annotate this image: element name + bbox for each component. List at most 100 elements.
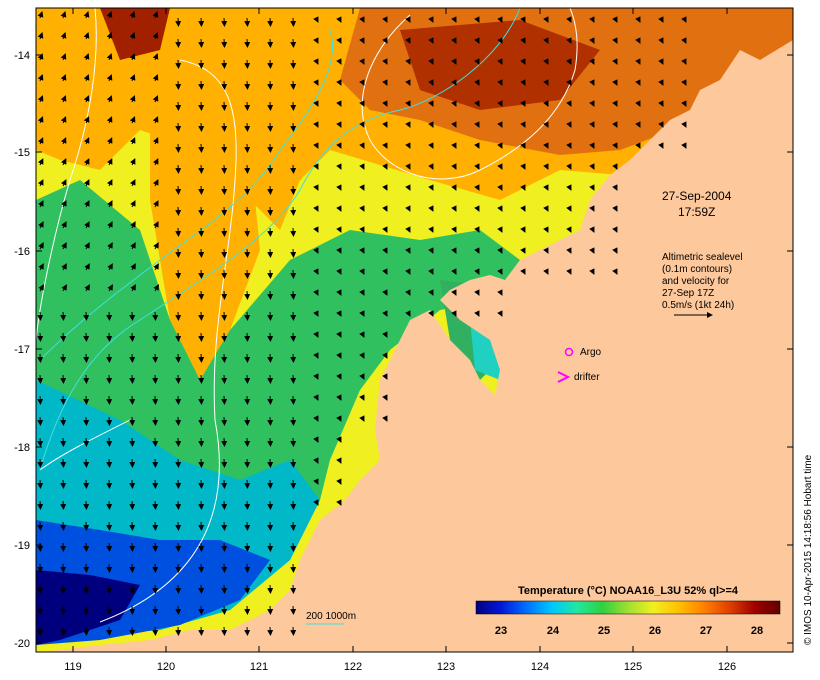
- velocity-arrow: [658, 121, 664, 128]
- velocity-arrow: [290, 185, 297, 195]
- velocity-arrow: [359, 415, 365, 422]
- velocity-arrow: [198, 605, 205, 615]
- velocity-arrow: [153, 242, 159, 250]
- velocity-arrow: [267, 521, 274, 531]
- velocity-arrow: [336, 478, 342, 485]
- velocity-arrow: [106, 437, 113, 447]
- velocity-arrow: [198, 269, 205, 279]
- velocity-arrow: [359, 37, 365, 44]
- velocity-arrow: [221, 479, 228, 489]
- velocity-arrow: [313, 289, 319, 296]
- velocity-arrow: [359, 121, 365, 128]
- velocity-arrow: [313, 478, 319, 485]
- velocity-arrow: [37, 158, 44, 166]
- velocity-arrow: [221, 17, 228, 27]
- velocity-arrow: [106, 479, 113, 489]
- velocity-arrow: [107, 179, 113, 187]
- velocity-arrow: [359, 268, 365, 275]
- velocity-arrow: [520, 142, 526, 149]
- velocity-arrow: [359, 310, 365, 317]
- velocity-arrow: [153, 179, 159, 187]
- velocity-arrow: [451, 247, 457, 254]
- velocity-arrow: [451, 310, 457, 317]
- velocity-arrow: [543, 247, 549, 254]
- velocity-arrow: [543, 16, 549, 23]
- velocity-arrow: [198, 437, 205, 447]
- velocity-arrow: [451, 205, 457, 212]
- velocity-arrow: [198, 479, 205, 489]
- velocity-arrow: [129, 374, 136, 384]
- velocity-arrow: [405, 100, 411, 107]
- contour-line: [361, 8, 578, 180]
- velocity-arrow: [566, 247, 572, 254]
- velocity-arrow: [221, 80, 228, 90]
- velocity-arrow: [175, 395, 182, 405]
- velocity-arrow: [313, 352, 319, 359]
- velocity-arrow: [290, 458, 297, 468]
- velocity-arrow: [658, 79, 664, 86]
- map-area: [36, 8, 793, 652]
- velocity-arrow: [83, 458, 90, 468]
- velocity-arrow: [129, 53, 136, 61]
- velocity-arrow: [451, 58, 457, 65]
- velocity-arrow: [130, 242, 136, 250]
- velocity-arrow: [175, 437, 182, 447]
- velocity-arrow: [313, 394, 319, 401]
- velocity-arrow: [290, 584, 297, 594]
- velocity-arrow: [336, 247, 342, 254]
- velocity-arrow: [428, 247, 434, 254]
- velocity-arrow: [129, 626, 136, 636]
- velocity-arrow: [428, 142, 434, 149]
- velocity-arrow: [38, 179, 44, 187]
- lon-tick-label: 120: [157, 661, 175, 673]
- argo-label: Argo: [580, 347, 602, 358]
- velocity-arrow: [198, 248, 205, 258]
- velocity-arrow: [198, 458, 205, 468]
- velocity-arrow: [244, 269, 251, 279]
- velocity-arrow: [244, 437, 251, 447]
- velocity-arrow: [612, 142, 618, 149]
- timestamp: 27-Sep-2004 17:59Z: [662, 189, 732, 219]
- velocity-arrow: [290, 59, 297, 69]
- lat-tick-label: -18: [14, 442, 30, 454]
- velocity-arrow: [60, 137, 67, 145]
- velocity-arrow: [382, 142, 388, 149]
- velocity-arrow: [38, 242, 44, 250]
- velocity-arrow: [129, 74, 136, 82]
- velocity-arrow: [359, 352, 365, 359]
- velocity-arrow: [221, 311, 228, 321]
- velocity-arrow: [428, 289, 434, 296]
- map-frame: [35, 7, 794, 653]
- velocity-arrow: [520, 247, 526, 254]
- velocity-arrow: [497, 58, 503, 65]
- velocity-arrow: [221, 521, 228, 531]
- velocity-arrow: [83, 626, 90, 636]
- velocity-arrow: [152, 53, 159, 61]
- velocity-arrow: [336, 37, 342, 44]
- velocity-arrow: [635, 142, 641, 149]
- velocity-arrow: [612, 121, 618, 128]
- velocity-arrow: [37, 605, 44, 615]
- velocity-arrow: [244, 101, 251, 111]
- velocity-arrow: [566, 121, 572, 128]
- velocity-arrow: [313, 184, 319, 191]
- velocity-arrow: [543, 121, 549, 128]
- velocity-arrow: [566, 184, 572, 191]
- velocity-arrow: [129, 353, 136, 363]
- velocity-arrow: [175, 458, 182, 468]
- velocity-arrow: [37, 500, 44, 510]
- velocity-arrow: [451, 163, 457, 170]
- velocity-arrow: [37, 11, 44, 19]
- colorbar-tick-label: 23: [495, 625, 507, 637]
- velocity-arrow: [290, 416, 297, 426]
- velocity-arrow: [681, 121, 687, 128]
- velocity-arrow: [681, 142, 687, 149]
- contour-line: [39, 419, 131, 471]
- velocity-arrow: [428, 163, 434, 170]
- velocity-arrow: [658, 142, 664, 149]
- velocity-arrow: [244, 311, 251, 321]
- velocity-arrow: [198, 626, 205, 636]
- velocity-arrow: [290, 353, 297, 363]
- velocity-arrow: [267, 563, 274, 573]
- velocity-arrow: [290, 17, 297, 27]
